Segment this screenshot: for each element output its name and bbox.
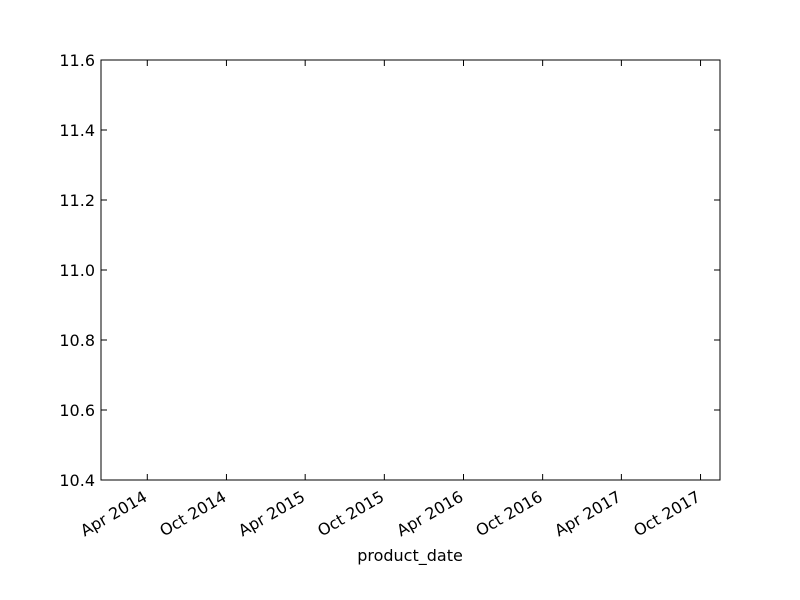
x-axis: Apr 2014 Oct 2014 Apr 2015 Oct 2015 Apr 2016…: [77, 60, 704, 540]
x-axis-label: product_date: [357, 546, 463, 566]
x-tick-label: Oct 2017: [630, 487, 703, 540]
y-tick-label: 10.4: [59, 471, 95, 490]
y-tick-label: 11.0: [59, 261, 95, 280]
y-tick-label: 10.8: [59, 331, 95, 350]
x-tick-label: Oct 2016: [473, 487, 546, 540]
x-tick-label: Apr 2015: [235, 487, 308, 540]
x-tick-label: Apr 2014: [77, 487, 150, 540]
y-tick-label: 11.2: [59, 191, 95, 210]
y-tick-label: 10.6: [59, 401, 95, 420]
x-tick-label: Oct 2015: [314, 487, 387, 540]
plot-frame: [100, 59, 721, 481]
y-axis: 10.4 10.6 10.8 11.0 11.2 11.4 11.6: [59, 51, 720, 490]
y-tick-label: 11.6: [59, 51, 95, 70]
y-tick-label: 11.4: [59, 121, 95, 140]
x-tick-label: Apr 2017: [551, 487, 624, 540]
x-tick-label: Oct 2014: [156, 487, 229, 540]
x-tick-label: Apr 2016: [393, 487, 466, 540]
